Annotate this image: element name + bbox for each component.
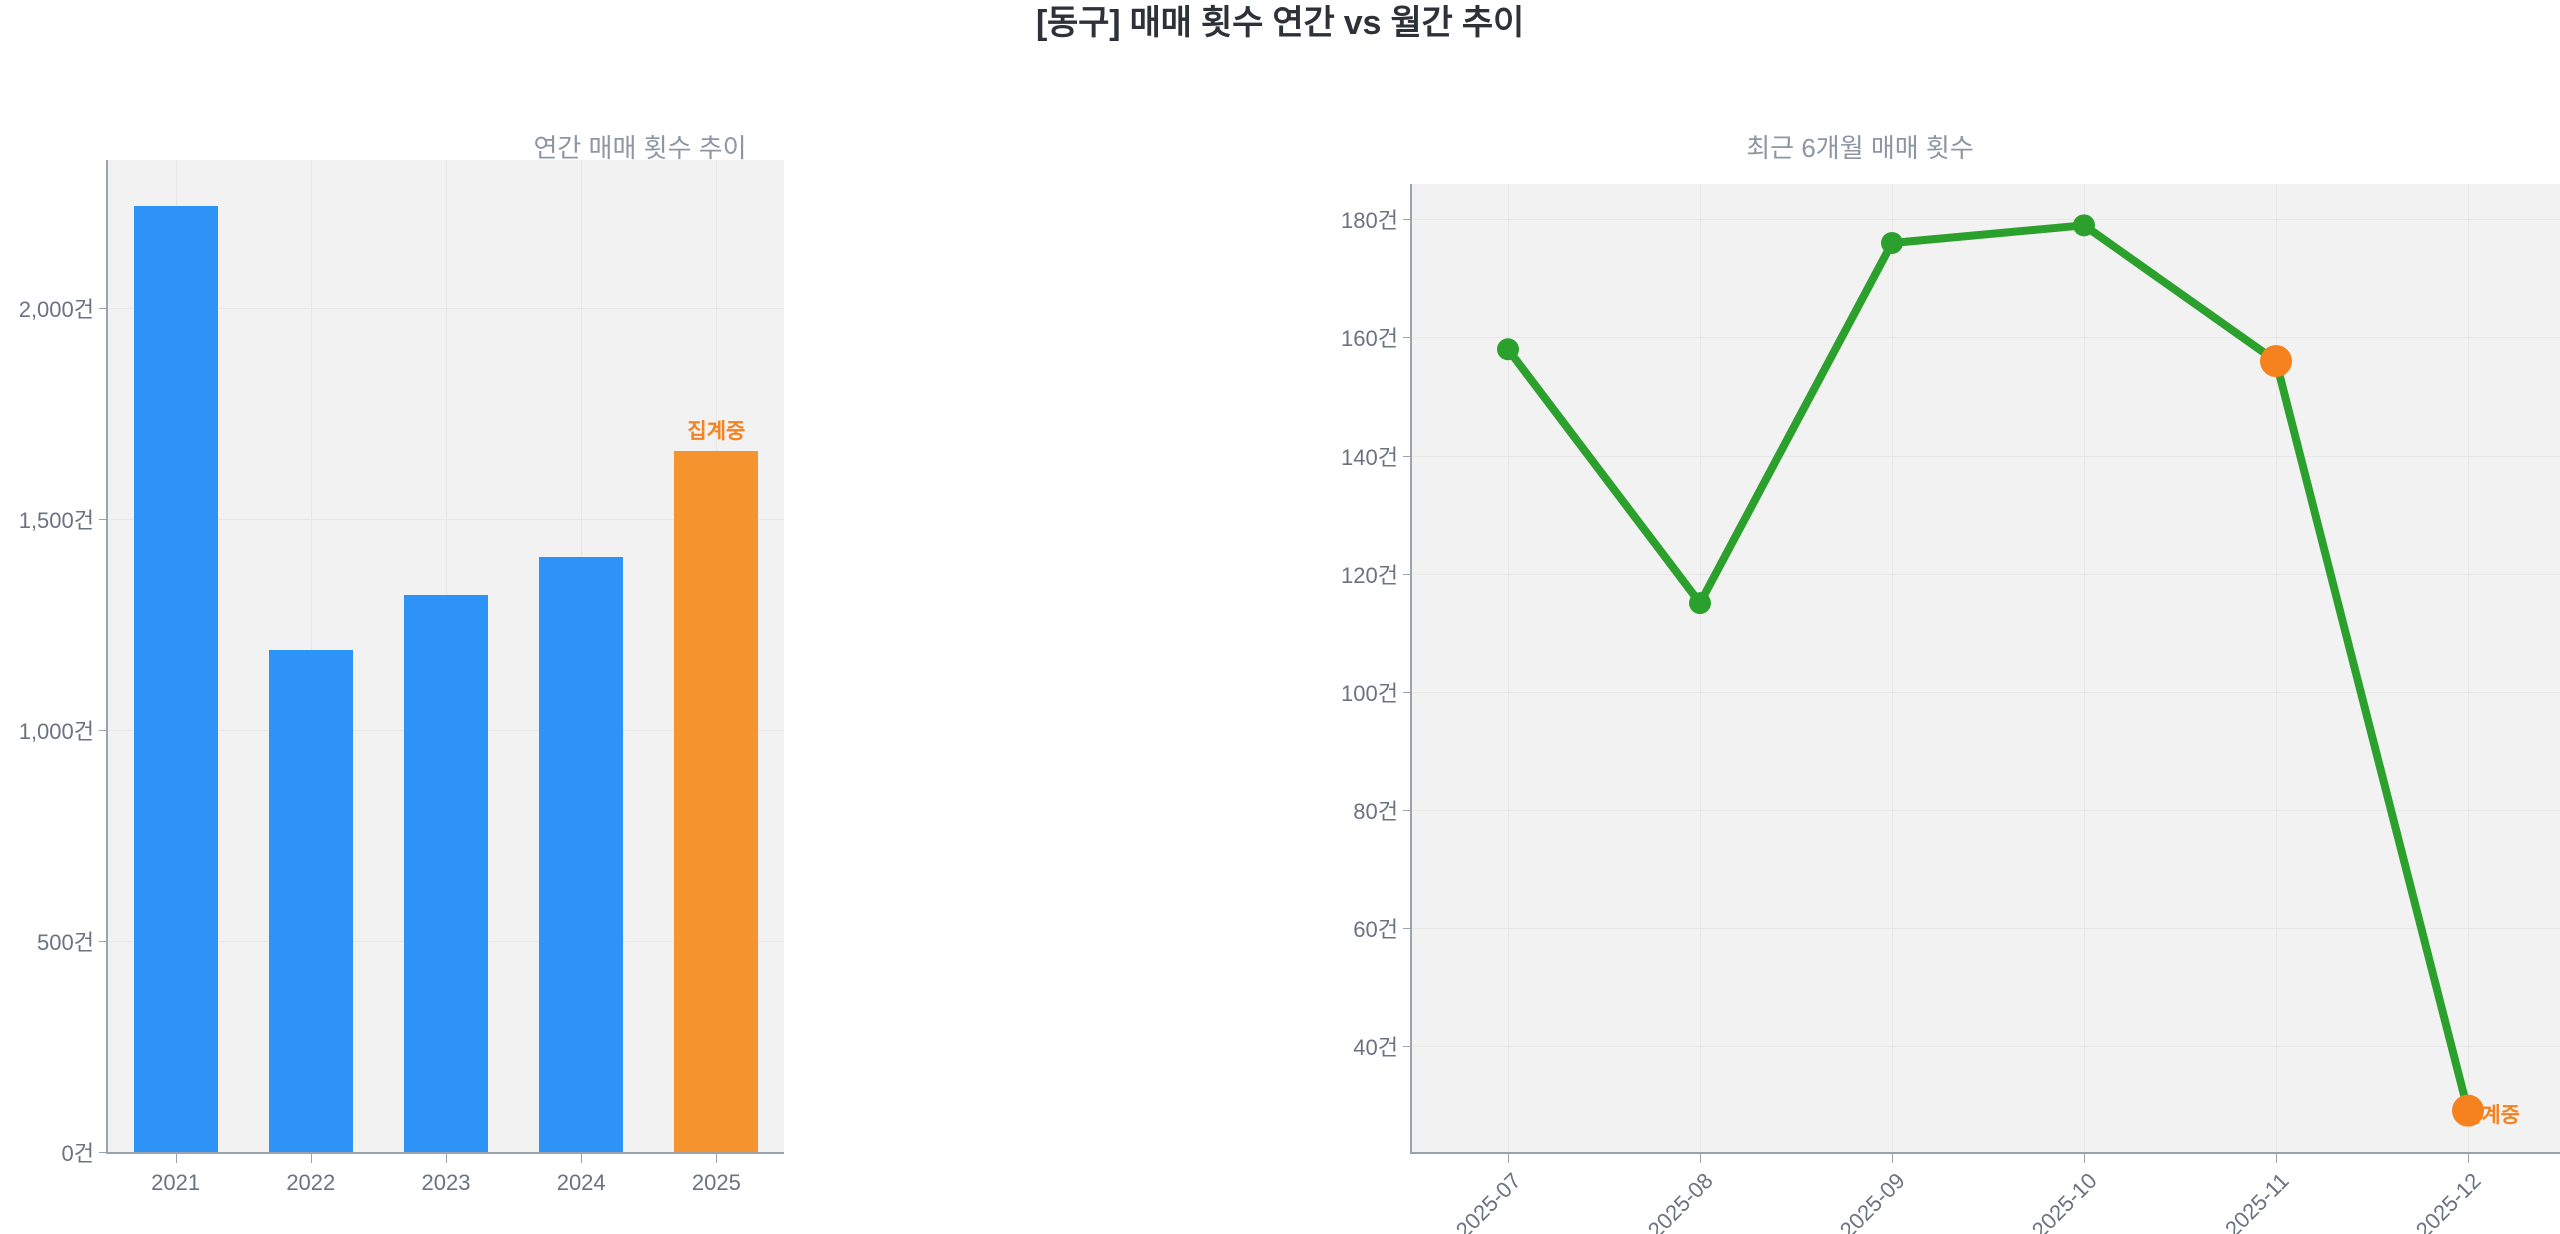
line-series-svg xyxy=(1497,214,2484,1127)
gridline-horizontal xyxy=(1412,927,2560,929)
gridline-vertical xyxy=(1700,184,1701,1152)
data-point-2025-12[interactable] xyxy=(2452,1094,2484,1127)
panel-title-monthly: 최근 6개월 매매 횟수 xyxy=(1746,133,1974,163)
y-tick-label-annual: 0건 xyxy=(61,1141,94,1166)
x-tick-label-2024: 2024 xyxy=(556,1170,606,1195)
y-tick-label-monthly: 120건 xyxy=(1341,562,1398,588)
y-tick-label-monthly: 40건 xyxy=(1353,1034,1398,1060)
gridline-horizontal xyxy=(1412,1045,2560,1047)
x-tick-label-2025-09: 2025-09 xyxy=(1834,1168,1910,1234)
x-tick-label-2021: 2021 xyxy=(151,1170,201,1195)
x-tick-label-2025-11: 2025-11 xyxy=(2220,1168,2294,1234)
gridline-horizontal xyxy=(1412,691,2560,693)
gridline-horizontal xyxy=(1412,219,2560,221)
y-tick-mark-annual xyxy=(99,518,108,520)
y-axis-line-monthly xyxy=(1410,184,1412,1154)
y-tick-label-monthly: 140건 xyxy=(1341,444,1398,470)
x-tick-mark-monthly xyxy=(2084,1154,2085,1163)
x-tick-label-2025: 2025 xyxy=(691,1170,741,1195)
x-tick-label-2025-12: 2025-12 xyxy=(2410,1168,2486,1234)
x-tick-mark-monthly xyxy=(2468,1154,2469,1163)
x-tick-mark-annual xyxy=(446,1154,447,1163)
panel-monthly-line: 최근 6개월 매매 횟수 40건 60건 80건 100건 120건 140건 160건 18… xyxy=(1280,128,2560,1234)
data-point-2025-07[interactable] xyxy=(1497,338,1519,361)
x-tick-mark-monthly xyxy=(2276,1154,2277,1163)
y-tick-label-monthly: 60건 xyxy=(1353,916,1398,942)
y-axis-line-annual xyxy=(106,160,108,1154)
page-title: [동구] 매매 횟수 연간 vs 월간 추이 xyxy=(1035,4,1525,42)
gridline-vertical xyxy=(2084,184,2085,1152)
y-tick-mark-monthly xyxy=(1403,1045,1412,1047)
x-tick-mark-monthly xyxy=(1700,1154,1701,1163)
gridline-horizontal xyxy=(1412,573,2560,575)
x-tick-mark-annual xyxy=(581,1154,583,1163)
data-point-2025-08[interactable] xyxy=(1689,592,1711,615)
y-tick-mark-monthly xyxy=(1403,691,1412,693)
bar-2024[interactable] xyxy=(539,556,624,1152)
y-tick-mark-annual xyxy=(99,1152,108,1153)
gridline-vertical xyxy=(1508,184,1509,1152)
y-tick-label-monthly: 180건 xyxy=(1341,208,1398,234)
x-tick-mark-monthly xyxy=(1892,1154,1893,1163)
bar-2023[interactable] xyxy=(404,594,488,1152)
y-tick-label-monthly: 160건 xyxy=(1341,326,1398,352)
y-tick-mark-monthly xyxy=(1403,809,1412,811)
bar-2025[interactable] xyxy=(674,451,759,1152)
y-tick-mark-annual xyxy=(99,940,108,942)
gridline-horizontal xyxy=(1412,337,2560,339)
y-tick-mark-monthly xyxy=(1403,927,1412,929)
x-tick-mark-monthly xyxy=(1508,1154,1509,1163)
y-tick-label-monthly: 80건 xyxy=(1353,798,1398,824)
y-tick-mark-annual xyxy=(99,307,108,309)
panel-annual-bar: 연간 매매 횟수 추이 0건 500건 1,000건 1,500건 2,000건 2021… xyxy=(0,128,1280,1234)
y-tick-label-annual: 1,500건 xyxy=(18,507,94,533)
y-tick-mark-monthly xyxy=(1403,455,1412,457)
gridline-vertical xyxy=(1892,184,1893,1152)
panel-title-annual: 연간 매매 횟수 추이 xyxy=(533,133,747,163)
x-tick-label-2022: 2022 xyxy=(286,1170,336,1195)
data-point-2025-10[interactable] xyxy=(2073,214,2095,237)
x-tick-mark-annual xyxy=(310,1154,312,1163)
status-badge-annual: 집계중 xyxy=(687,420,746,444)
y-tick-mark-monthly xyxy=(1403,337,1412,339)
y-tick-label-annual: 1,000건 xyxy=(18,718,94,744)
bar-2021[interactable] xyxy=(133,206,218,1152)
y-tick-mark-annual xyxy=(99,729,108,731)
y-tick-label-monthly: 100건 xyxy=(1341,680,1398,706)
status-badge-monthly: 집계중 xyxy=(2462,1103,2520,1127)
x-tick-mark-annual xyxy=(716,1154,718,1163)
gridline-vertical xyxy=(2276,184,2277,1152)
gridline-horizontal xyxy=(1412,809,2560,811)
bar-2022[interactable] xyxy=(268,649,353,1152)
x-tick-mark-annual xyxy=(175,1154,177,1163)
y-tick-label-annual: 500건 xyxy=(37,929,94,955)
line-path-monthly xyxy=(1504,221,2472,1115)
x-tick-label-2025-08: 2025-08 xyxy=(1642,1168,1718,1234)
plot-area-annual xyxy=(108,160,784,1152)
x-axis-line-monthly xyxy=(1410,1152,2560,1154)
x-tick-label-2025-10: 2025-10 xyxy=(2026,1168,2102,1234)
y-tick-label-annual: 2,000건 xyxy=(18,296,94,322)
gridline-vertical xyxy=(2468,184,2469,1152)
y-tick-mark-monthly xyxy=(1403,573,1412,575)
y-tick-mark-monthly xyxy=(1403,219,1412,221)
plot-area-monthly xyxy=(1412,184,2560,1152)
x-axis-line-annual xyxy=(106,1152,784,1154)
x-tick-label-2025-07: 2025-07 xyxy=(1450,1168,1526,1234)
gridline-horizontal xyxy=(1412,455,2560,457)
data-point-2025-11[interactable] xyxy=(2260,345,2292,378)
data-point-2025-09[interactable] xyxy=(1881,232,1903,255)
x-tick-label-2023: 2023 xyxy=(421,1170,471,1195)
